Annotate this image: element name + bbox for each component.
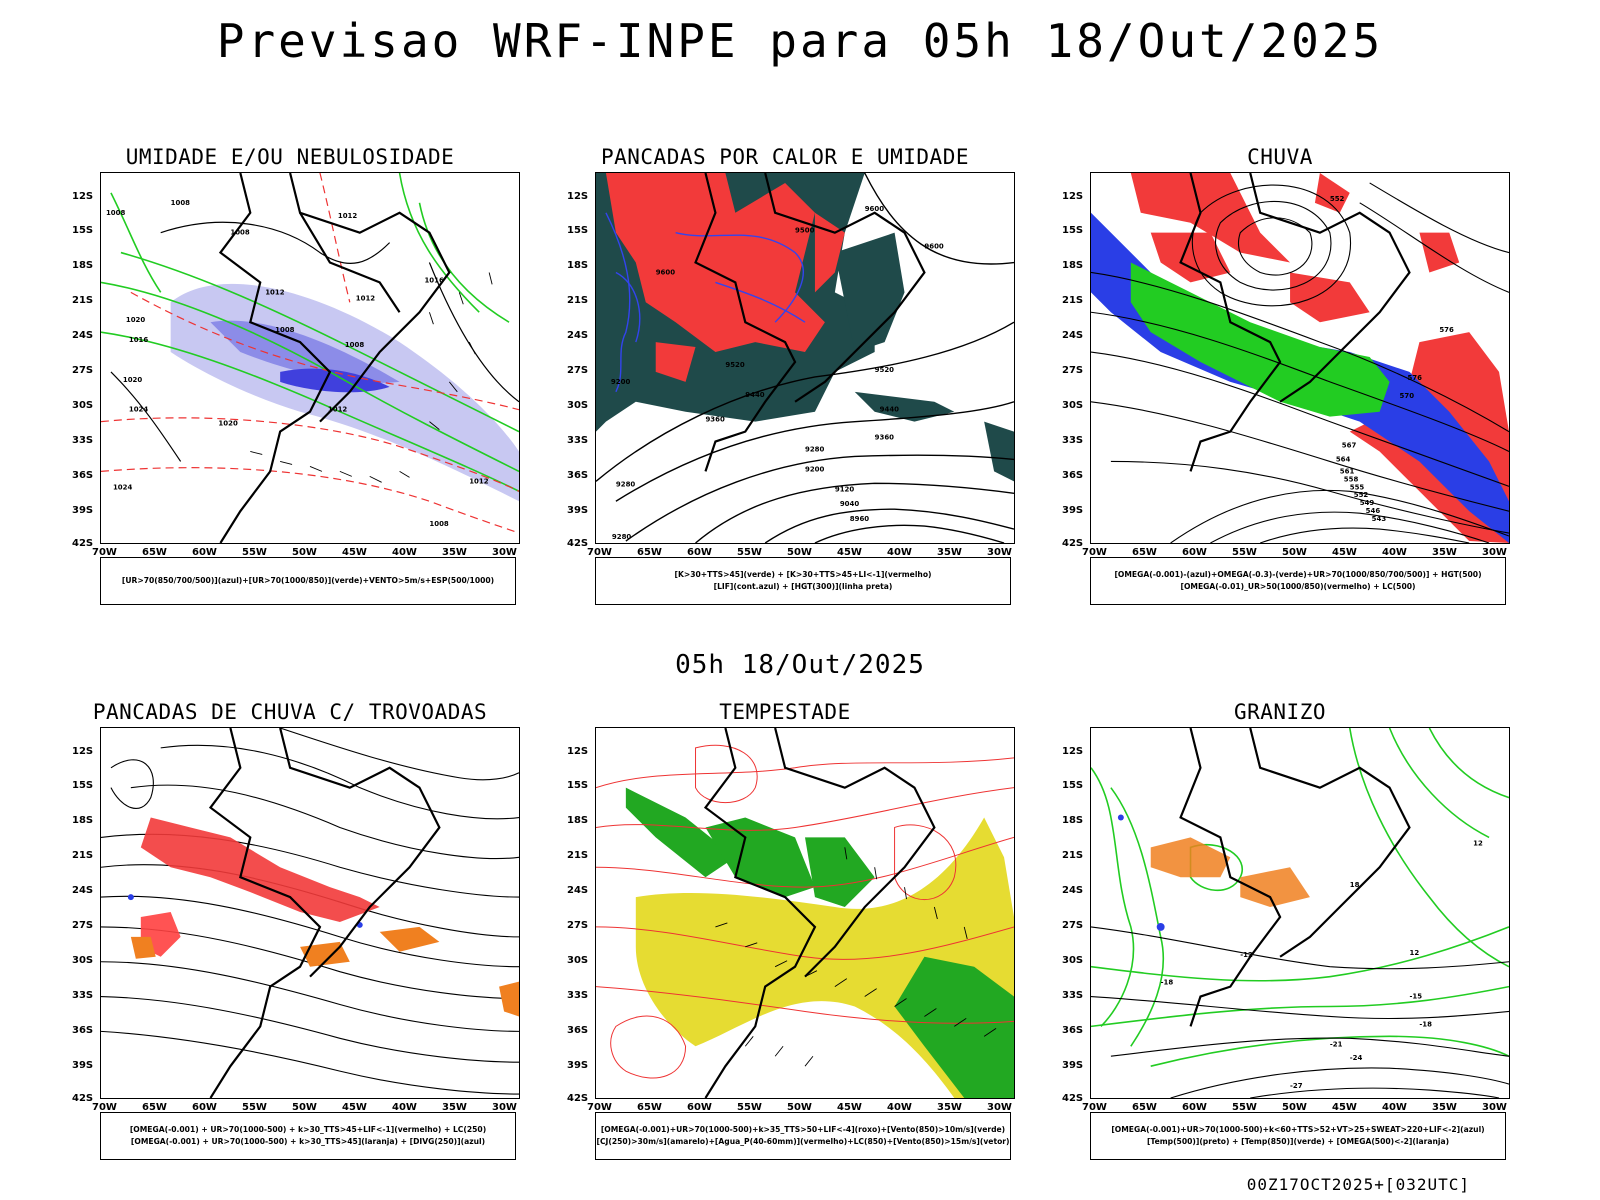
svg-text:18: 18 [1350, 881, 1360, 889]
svg-text:9600: 9600 [865, 205, 885, 213]
svg-text:9440: 9440 [745, 391, 765, 399]
svg-text:12: 12 [1409, 949, 1419, 957]
svg-text:564: 564 [1336, 455, 1351, 463]
panel-title: GRANIZO [1233, 700, 1326, 724]
svg-text:-12: -12 [1240, 951, 1253, 959]
map-umidade: 1008 1008 1012 1008 1012 1012 1016 1008 … [101, 173, 519, 543]
map-frame [595, 727, 1015, 1099]
panel-legend: [K>30+TTS>45](verde) + [K>30+TTS>45+LI<-… [595, 557, 1011, 605]
svg-text:1024: 1024 [113, 483, 133, 491]
panel-tempestade: TEMPESTADE [545, 700, 1025, 1160]
svg-text:-15: -15 [1409, 993, 1422, 1001]
map-trovoadas [101, 728, 519, 1098]
panel-title: TEMPESTADE [719, 700, 851, 724]
map-frame: 1008 1008 1012 1008 1012 1012 1016 1008 … [100, 172, 520, 544]
svg-text:9040: 9040 [840, 500, 860, 508]
run-footer: 00Z17OCT2025+[032UTC] [1246, 1175, 1470, 1194]
svg-text:1008: 1008 [345, 341, 365, 349]
svg-text:9360: 9360 [705, 416, 725, 424]
map-pancadas-calor: 9600 9600 9600 9500 9520 9440 9360 9280 … [596, 173, 1014, 543]
panel-legend: [OMEGA(-0.001) + UR>70(1000-500) + k>30_… [100, 1112, 516, 1160]
svg-text:9280: 9280 [612, 533, 632, 541]
svg-text:9600: 9600 [924, 243, 944, 251]
svg-text:-21: -21 [1330, 1040, 1343, 1048]
panel-title: UMIDADE E/OU NEBULOSIDADE [125, 145, 455, 169]
svg-text:546: 546 [1366, 507, 1381, 515]
svg-text:561: 561 [1340, 467, 1355, 475]
svg-text:552: 552 [1354, 491, 1369, 499]
svg-text:9520: 9520 [725, 361, 745, 369]
panel-legend: [OMEGA(-0.001)-(azul)+OMEGA(-0.3)-(verde… [1090, 557, 1506, 605]
svg-text:1020: 1020 [123, 376, 143, 384]
svg-text:1016: 1016 [129, 336, 149, 344]
mid-timestamp: 05h 18/Out/2025 [675, 650, 925, 680]
svg-text:552: 552 [1330, 195, 1345, 203]
svg-text:543: 543 [1372, 515, 1387, 523]
panel-title: PANCADAS DE CHUVA C/ TROVOADAS [92, 700, 488, 724]
svg-text:1008: 1008 [230, 229, 250, 237]
panel-pancadas-calor: PANCADAS POR CALOR E UMIDADE [545, 145, 1025, 605]
panel-trovoadas: PANCADAS DE CHUVA C/ TROVOADAS [50, 700, 530, 1160]
svg-text:1008: 1008 [429, 520, 449, 528]
svg-text:9360: 9360 [875, 434, 895, 442]
panel-chuva: CHUVA [1040, 145, 1520, 605]
svg-text:12: 12 [1473, 839, 1483, 847]
svg-text:1012: 1012 [469, 477, 489, 485]
svg-text:1020: 1020 [218, 420, 238, 428]
svg-text:9280: 9280 [616, 480, 636, 488]
map-frame: 9600 9600 9600 9500 9520 9440 9360 9280 … [595, 172, 1015, 544]
svg-text:-18: -18 [1419, 1020, 1432, 1028]
svg-text:1012: 1012 [356, 294, 376, 302]
svg-text:1016: 1016 [424, 276, 444, 284]
svg-text:1024: 1024 [129, 406, 149, 414]
svg-text:567: 567 [1342, 442, 1357, 450]
svg-text:9520: 9520 [875, 366, 895, 374]
svg-text:576: 576 [1439, 326, 1454, 334]
svg-text:1012: 1012 [328, 406, 348, 414]
svg-text:9600: 9600 [656, 268, 676, 276]
svg-text:9120: 9120 [835, 485, 855, 493]
svg-text:558: 558 [1344, 475, 1359, 483]
map-frame: 552 576 576 570 567 564 561 558 555 552 … [1090, 172, 1510, 544]
map-chuva: 552 576 576 570 567 564 561 558 555 552 … [1091, 173, 1509, 543]
panel-granizo: GRANIZO [1040, 700, 1520, 1160]
svg-text:1012: 1012 [338, 212, 358, 220]
svg-text:9200: 9200 [805, 465, 825, 473]
svg-text:-24: -24 [1350, 1054, 1363, 1062]
svg-text:555: 555 [1350, 483, 1365, 491]
svg-text:-18: -18 [1161, 979, 1174, 987]
map-granizo: 12 12 -18 -15 -18 -21 -24 -27 -12 18 [1091, 728, 1509, 1098]
svg-text:9200: 9200 [611, 378, 631, 386]
panel-umidade: UMIDADE E/OU NEBULOSIDADE [50, 145, 530, 605]
panel-title: CHUVA [1247, 145, 1313, 169]
panel-title: PANCADAS POR CALOR E UMIDADE [600, 145, 969, 169]
svg-text:570: 570 [1400, 392, 1415, 400]
svg-text:576: 576 [1407, 374, 1422, 382]
panel-legend: [UR>70(850/700/500)](azul)+[UR>70(1000/8… [100, 557, 516, 605]
panel-legend: [OMEGA(-0.001)+UR>70(1000-500)+k>35_TTS>… [595, 1112, 1011, 1160]
svg-text:1012: 1012 [265, 288, 285, 296]
map-tempestade [596, 728, 1014, 1098]
svg-text:9440: 9440 [880, 406, 900, 414]
svg-text:-27: -27 [1290, 1082, 1303, 1090]
svg-text:9280: 9280 [805, 445, 825, 453]
svg-text:1008: 1008 [106, 209, 126, 217]
svg-text:1008: 1008 [275, 326, 295, 334]
svg-text:9500: 9500 [795, 227, 815, 235]
map-frame: 12 12 -18 -15 -18 -21 -24 -27 -12 18 [1090, 727, 1510, 1099]
svg-text:1008: 1008 [171, 199, 191, 207]
svg-text:549: 549 [1360, 499, 1375, 507]
svg-text:8960: 8960 [850, 515, 870, 523]
panel-legend: [OMEGA(-0.001)+UR>70(1000-500)+k<60+TTS>… [1090, 1112, 1506, 1160]
svg-text:1020: 1020 [126, 316, 146, 324]
map-frame [100, 727, 520, 1099]
page-title: Previsao WRF-INPE para 05h 18/Out/2025 [216, 14, 1384, 68]
